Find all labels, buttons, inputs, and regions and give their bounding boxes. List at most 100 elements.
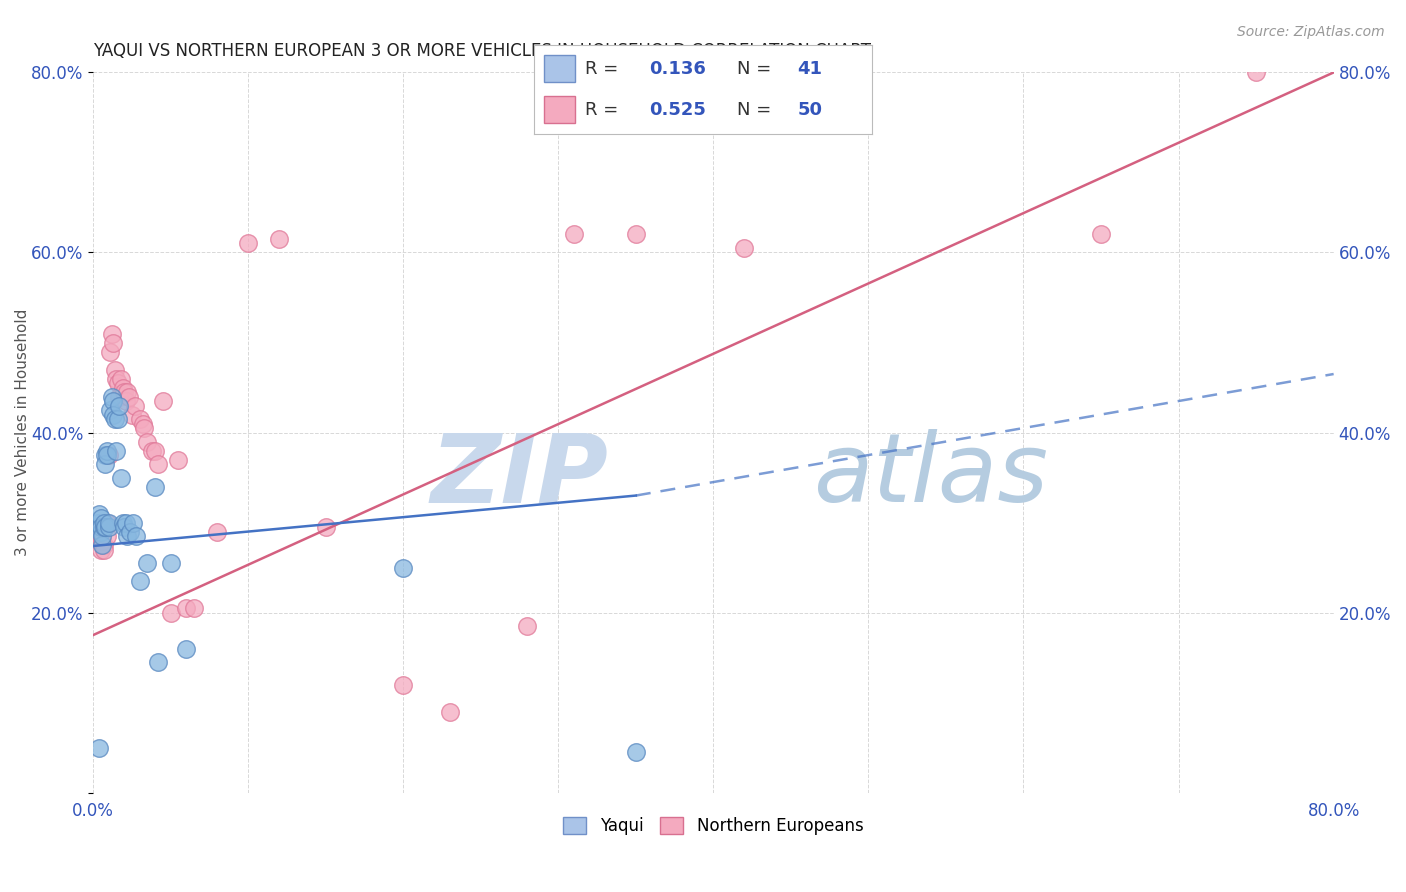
- Point: [118, 390, 141, 404]
- Point: [94, 448, 117, 462]
- Point: [90, 511, 112, 525]
- Text: Source: ZipAtlas.com: Source: ZipAtlas.com: [1237, 25, 1385, 39]
- Point: [97, 448, 120, 462]
- Point: [90, 542, 112, 557]
- Point: [111, 516, 134, 530]
- Point: [124, 399, 146, 413]
- Point: [91, 538, 114, 552]
- Point: [121, 408, 143, 422]
- Point: [104, 412, 127, 426]
- Point: [236, 236, 259, 251]
- Point: [98, 344, 121, 359]
- Point: [183, 601, 205, 615]
- Point: [131, 417, 153, 431]
- Text: N =: N =: [737, 101, 783, 119]
- Point: [128, 412, 150, 426]
- Point: [159, 606, 181, 620]
- Point: [96, 448, 118, 462]
- Point: [167, 452, 190, 467]
- Text: R =: R =: [585, 60, 630, 78]
- Text: N =: N =: [737, 60, 783, 78]
- Text: 41: 41: [797, 60, 823, 78]
- Point: [269, 232, 291, 246]
- Point: [141, 443, 163, 458]
- Point: [134, 421, 156, 435]
- Point: [89, 740, 111, 755]
- Point: [136, 556, 159, 570]
- Point: [94, 520, 117, 534]
- Point: [733, 241, 755, 255]
- Point: [148, 655, 170, 669]
- Point: [107, 412, 129, 426]
- Point: [93, 538, 115, 552]
- Point: [110, 470, 132, 484]
- Point: [114, 394, 136, 409]
- Point: [174, 601, 197, 615]
- Point: [115, 384, 138, 399]
- Point: [100, 390, 122, 404]
- Point: [91, 533, 114, 548]
- Text: R =: R =: [585, 101, 630, 119]
- Point: [93, 542, 115, 557]
- Text: atlas: atlas: [813, 429, 1047, 522]
- Point: [103, 335, 125, 350]
- Point: [105, 443, 128, 458]
- Point: [392, 678, 415, 692]
- Point: [108, 390, 131, 404]
- FancyBboxPatch shape: [544, 55, 575, 82]
- Y-axis label: 3 or more Vehicles in Household: 3 or more Vehicles in Household: [15, 309, 30, 557]
- Point: [96, 443, 118, 458]
- Point: [96, 516, 118, 530]
- Point: [136, 434, 159, 449]
- Point: [112, 520, 135, 534]
- Text: 0.525: 0.525: [650, 101, 706, 119]
- Point: [143, 443, 166, 458]
- Point: [624, 227, 647, 242]
- Point: [89, 507, 111, 521]
- FancyBboxPatch shape: [544, 96, 575, 123]
- Point: [1244, 65, 1267, 79]
- Point: [120, 524, 142, 539]
- Point: [93, 520, 115, 534]
- Point: [439, 705, 461, 719]
- Point: [125, 529, 148, 543]
- Text: 50: 50: [797, 101, 823, 119]
- Point: [115, 529, 138, 543]
- Text: YAQUI VS NORTHERN EUROPEAN 3 OR MORE VEHICLES IN HOUSEHOLD CORRELATION CHART: YAQUI VS NORTHERN EUROPEAN 3 OR MORE VEH…: [93, 42, 872, 60]
- Point: [90, 533, 112, 548]
- Point: [174, 641, 197, 656]
- Point: [104, 362, 127, 376]
- Point: [100, 326, 122, 341]
- Point: [93, 516, 115, 530]
- Point: [516, 619, 538, 633]
- Point: [89, 520, 111, 534]
- Point: [90, 520, 112, 534]
- Point: [111, 380, 134, 394]
- Point: [624, 745, 647, 759]
- Point: [112, 384, 135, 399]
- Point: [96, 529, 118, 543]
- Point: [98, 403, 121, 417]
- Point: [91, 529, 114, 543]
- Point: [315, 520, 337, 534]
- Point: [122, 516, 145, 530]
- Point: [107, 376, 129, 390]
- Point: [148, 457, 170, 471]
- Point: [128, 574, 150, 588]
- Point: [1090, 227, 1112, 242]
- Point: [108, 399, 131, 413]
- Point: [103, 394, 125, 409]
- Point: [97, 520, 120, 534]
- Point: [94, 457, 117, 471]
- Point: [205, 524, 228, 539]
- Point: [562, 227, 585, 242]
- Point: [105, 371, 128, 385]
- Point: [152, 394, 174, 409]
- Point: [392, 560, 415, 574]
- Point: [86, 516, 108, 530]
- Point: [114, 516, 136, 530]
- Point: [86, 524, 108, 539]
- Point: [143, 479, 166, 493]
- Legend: Yaqui, Northern Europeans: Yaqui, Northern Europeans: [564, 816, 863, 835]
- Point: [97, 516, 120, 530]
